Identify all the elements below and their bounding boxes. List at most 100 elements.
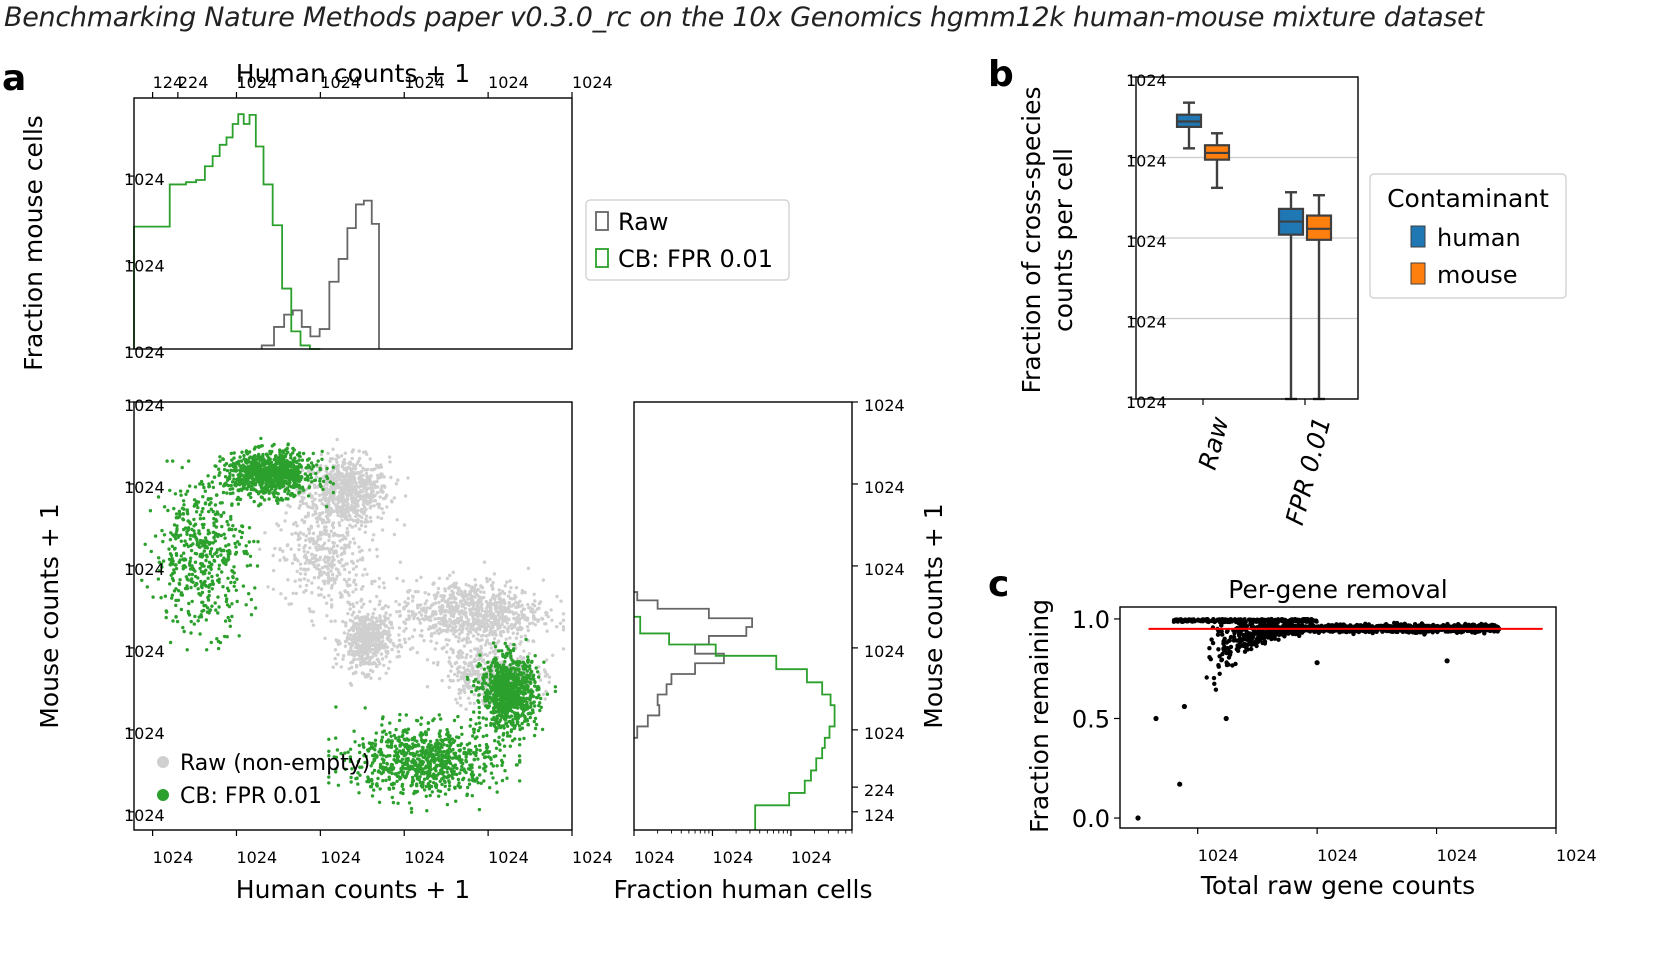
panel-label-c: c <box>988 564 1009 605</box>
scatter-point <box>495 641 499 645</box>
scatter-point <box>345 472 349 477</box>
scatter-point <box>386 649 390 654</box>
scatter-point <box>477 693 481 697</box>
figure-title: Benchmarking Nature Methods paper v0.3.0… <box>4 2 1484 33</box>
scatter-point <box>473 591 478 595</box>
scatter-point <box>340 454 344 458</box>
scatter-point <box>228 618 232 623</box>
scatter-point <box>335 533 339 537</box>
scatter-point <box>342 577 347 582</box>
scatter-point <box>349 683 354 687</box>
scatter-point <box>532 677 536 681</box>
scatter-point <box>295 569 299 574</box>
scatter-point <box>174 615 178 619</box>
hist-top-legend-swatch <box>595 248 609 268</box>
scatter-point <box>309 560 313 564</box>
scatter-point <box>387 626 391 630</box>
scatter-point <box>488 611 493 616</box>
scatter-point <box>476 587 480 592</box>
scatter-point <box>365 661 369 665</box>
scatter-point <box>218 455 222 459</box>
scatter-point <box>494 668 499 673</box>
scatter-point <box>319 533 323 537</box>
scatter-point <box>321 543 325 548</box>
scatter-point <box>380 619 385 623</box>
scatter-point <box>482 560 487 564</box>
scatter-point <box>389 638 393 642</box>
scatter-point <box>233 527 238 532</box>
scatter-point <box>240 473 244 477</box>
scatter-point <box>314 471 318 476</box>
scatter-point <box>312 539 316 543</box>
scatter-point <box>357 610 362 614</box>
scatter-point <box>456 621 460 625</box>
scatter-point <box>207 502 212 507</box>
scatter-point <box>415 578 419 583</box>
scatter-point <box>483 609 487 614</box>
scatter-point <box>267 456 271 460</box>
scatter-point <box>332 544 336 549</box>
scatter-point <box>341 485 345 489</box>
scatter-point <box>376 642 380 647</box>
scatter-point <box>431 613 435 617</box>
scatter-point <box>339 595 343 599</box>
scatter-point <box>342 631 347 635</box>
scatter-point <box>208 608 213 612</box>
scatter-point <box>335 476 339 480</box>
scatter-point <box>342 550 346 554</box>
scatter-point <box>301 501 305 506</box>
scatter-point <box>448 573 452 578</box>
scatter-point <box>368 457 372 461</box>
scatter-point <box>179 539 183 543</box>
scatter-point <box>248 492 252 496</box>
scatter-point <box>362 619 366 624</box>
scatter-point <box>487 704 491 708</box>
scatter-point <box>234 545 238 549</box>
scatter-point <box>488 651 492 655</box>
scatter-point <box>435 641 439 645</box>
scatter-point <box>533 654 537 658</box>
scatter-point <box>518 616 522 621</box>
scatter-point <box>334 457 338 462</box>
scatter-point <box>216 611 220 615</box>
scatter-point <box>522 736 526 741</box>
scatter-point <box>364 471 369 476</box>
scatter-point <box>326 573 331 577</box>
scatter-point <box>422 638 426 643</box>
scatter-point <box>362 602 366 606</box>
scatter-point <box>460 638 464 643</box>
scatter-point <box>309 525 314 530</box>
scatter-point <box>214 533 218 537</box>
scatter-point <box>368 495 372 499</box>
scatter-point <box>478 653 482 657</box>
scatter-point <box>407 609 411 613</box>
scatter-point <box>271 587 276 591</box>
scatter-point <box>319 484 323 489</box>
scatter-point <box>217 467 221 471</box>
scatter-point <box>343 543 347 547</box>
scatter-point <box>425 658 430 662</box>
scatter-point <box>355 621 359 626</box>
scatter-point <box>226 476 230 480</box>
scatter-point <box>431 661 436 665</box>
scatter-point <box>215 550 219 554</box>
scatter-point <box>196 619 200 623</box>
scatter-point <box>253 586 257 590</box>
scatter-point <box>270 469 274 473</box>
scatter-point <box>191 542 195 546</box>
scatter-point <box>325 466 329 471</box>
scatter-point <box>533 680 537 685</box>
scatter-point <box>443 629 447 633</box>
scatter-point <box>353 464 358 468</box>
scatter-point <box>230 614 234 619</box>
scatter-point <box>480 602 484 606</box>
scatter-point <box>251 463 255 467</box>
scatter-point <box>543 697 547 701</box>
scatter-point <box>178 533 183 537</box>
scatter-point <box>203 571 207 576</box>
scatter-point <box>532 592 536 596</box>
scatter-point <box>365 654 370 659</box>
scatter-point <box>382 663 386 668</box>
scatter-point <box>186 609 190 614</box>
scatter-point <box>489 621 493 625</box>
